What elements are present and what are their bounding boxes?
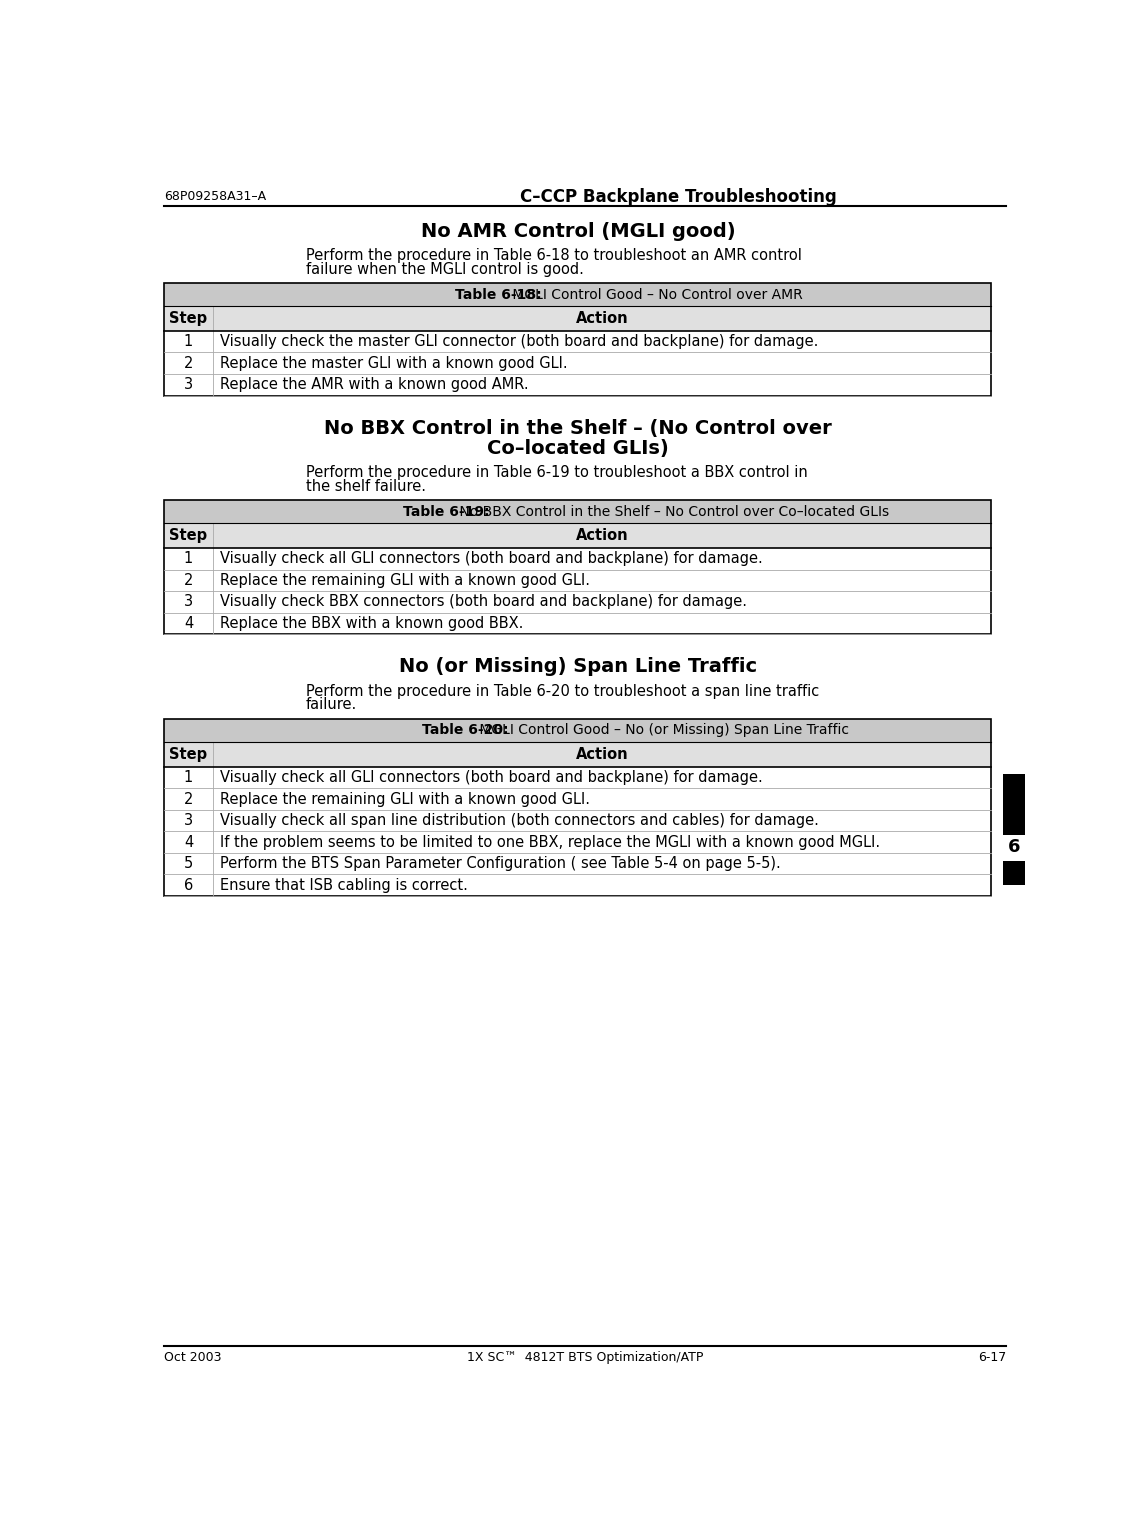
Text: Action: Action: [576, 747, 628, 761]
Text: No (or Missing) Span Line Traffic: No (or Missing) Span Line Traffic: [399, 657, 757, 677]
Bar: [164, 523, 212, 548]
Text: 4: 4: [184, 615, 193, 631]
Text: Perform the procedure in Table 6-20 to troubleshoot a span line traffic: Perform the procedure in Table 6-20 to t…: [306, 683, 819, 698]
Text: Visually check all GLI connectors (both board and backplane) for damage.: Visually check all GLI connectors (both …: [220, 551, 763, 566]
Bar: [164, 283, 991, 306]
Text: 1: 1: [184, 551, 193, 566]
Text: Replace the remaining GLI with a known good GLI.: Replace the remaining GLI with a known g…: [220, 572, 590, 588]
Text: failure.: failure.: [306, 697, 356, 712]
Bar: [164, 500, 991, 523]
Text: 68P09258A31–A: 68P09258A31–A: [164, 191, 266, 203]
Bar: [212, 523, 991, 548]
Bar: [164, 612, 212, 634]
Text: Action: Action: [576, 528, 628, 543]
Bar: [164, 718, 991, 897]
Bar: [164, 741, 212, 766]
Text: 5: 5: [184, 857, 193, 871]
Bar: [212, 569, 991, 591]
Text: No AMR Control (MGLI good): No AMR Control (MGLI good): [420, 221, 735, 240]
Bar: [212, 352, 991, 374]
Bar: [212, 374, 991, 395]
Bar: [164, 306, 212, 331]
Bar: [164, 875, 212, 897]
Text: Visually check the master GLI connector (both board and backplane) for damage.: Visually check the master GLI connector …: [220, 334, 819, 349]
Text: Replace the remaining GLI with a known good GLI.: Replace the remaining GLI with a known g…: [220, 792, 590, 806]
Bar: [164, 854, 212, 875]
Text: Table 6-18:: Table 6-18:: [456, 288, 542, 301]
Text: 2: 2: [184, 572, 193, 588]
Bar: [164, 352, 212, 374]
Text: the shelf failure.: the shelf failure.: [306, 478, 426, 494]
Text: Co–located GLIs): Co–located GLIs): [486, 438, 669, 458]
Bar: [212, 766, 991, 789]
Bar: [164, 283, 991, 395]
Bar: [212, 612, 991, 634]
Text: failure when the MGLI control is good.: failure when the MGLI control is good.: [306, 261, 584, 277]
Bar: [212, 875, 991, 897]
Bar: [212, 811, 991, 832]
Bar: [212, 854, 991, 875]
Bar: [164, 331, 212, 352]
Bar: [212, 331, 991, 352]
Text: 1: 1: [184, 334, 193, 349]
Bar: [164, 718, 991, 741]
Text: Action: Action: [576, 311, 628, 326]
Text: C–CCP Backplane Troubleshooting: C–CCP Backplane Troubleshooting: [520, 188, 837, 206]
Text: Visually check all span line distribution (both connectors and cables) for damag: Visually check all span line distributio…: [220, 814, 819, 827]
Text: No BBX Control in the Shelf – No Control over Co–located GLIs: No BBX Control in the Shelf – No Control…: [456, 504, 890, 518]
Text: 1X SC™  4812T BTS Optimization/ATP: 1X SC™ 4812T BTS Optimization/ATP: [467, 1350, 703, 1364]
Bar: [164, 789, 212, 811]
Text: 6-17: 6-17: [978, 1350, 1006, 1364]
Bar: [164, 766, 212, 789]
Bar: [164, 591, 212, 612]
Text: Visually check all GLI connectors (both board and backplane) for damage.: Visually check all GLI connectors (both …: [220, 771, 763, 784]
Bar: [1003, 861, 1024, 886]
Text: Step: Step: [169, 311, 208, 326]
Text: MGLI Control Good – No (or Missing) Span Line Traffic: MGLI Control Good – No (or Missing) Span…: [475, 723, 849, 738]
Text: 3: 3: [184, 377, 193, 392]
Bar: [164, 811, 212, 832]
Text: Perform the procedure in Table 6-18 to troubleshoot an AMR control: Perform the procedure in Table 6-18 to t…: [306, 248, 802, 263]
Text: 3: 3: [184, 814, 193, 827]
Text: 6: 6: [184, 878, 193, 892]
Text: 6: 6: [1007, 838, 1020, 855]
Text: 1: 1: [184, 771, 193, 784]
Bar: [212, 591, 991, 612]
Text: 2: 2: [184, 355, 193, 371]
Bar: [164, 832, 212, 854]
Bar: [212, 741, 991, 766]
Text: Perform the BTS Span Parameter Configuration ( see Table 5-4 on page 5-5).: Perform the BTS Span Parameter Configura…: [220, 857, 781, 871]
Text: Replace the BBX with a known good BBX.: Replace the BBX with a known good BBX.: [220, 615, 524, 631]
Bar: [212, 789, 991, 811]
Bar: [164, 500, 991, 634]
Bar: [164, 548, 212, 569]
Text: 3: 3: [184, 594, 193, 609]
Text: Table 6-20:: Table 6-20:: [421, 723, 508, 738]
Text: Replace the AMR with a known good AMR.: Replace the AMR with a known good AMR.: [220, 377, 529, 392]
Text: Oct 2003: Oct 2003: [164, 1350, 222, 1364]
Text: Ensure that ISB cabling is correct.: Ensure that ISB cabling is correct.: [220, 878, 468, 892]
Text: Table 6-19:: Table 6-19:: [402, 504, 489, 518]
Bar: [1003, 774, 1024, 835]
Text: Replace the master GLI with a known good GLI.: Replace the master GLI with a known good…: [220, 355, 568, 371]
Bar: [212, 832, 991, 854]
Bar: [212, 306, 991, 331]
Bar: [212, 548, 991, 569]
Text: No BBX Control in the Shelf – (No Control over: No BBX Control in the Shelf – (No Contro…: [324, 418, 831, 438]
Bar: [164, 569, 212, 591]
Text: Visually check BBX connectors (both board and backplane) for damage.: Visually check BBX connectors (both boar…: [220, 594, 747, 609]
Text: MGLI Control Good – No Control over AMR: MGLI Control Good – No Control over AMR: [508, 288, 803, 301]
Text: Step: Step: [169, 528, 208, 543]
Text: Step: Step: [169, 747, 208, 761]
Text: 2: 2: [184, 792, 193, 806]
Text: Perform the procedure in Table 6-19 to troubleshoot a BBX control in: Perform the procedure in Table 6-19 to t…: [306, 464, 807, 480]
Text: If the problem seems to be limited to one BBX, replace the MGLI with a known goo: If the problem seems to be limited to on…: [220, 835, 880, 849]
Text: 4: 4: [184, 835, 193, 849]
Bar: [164, 374, 212, 395]
